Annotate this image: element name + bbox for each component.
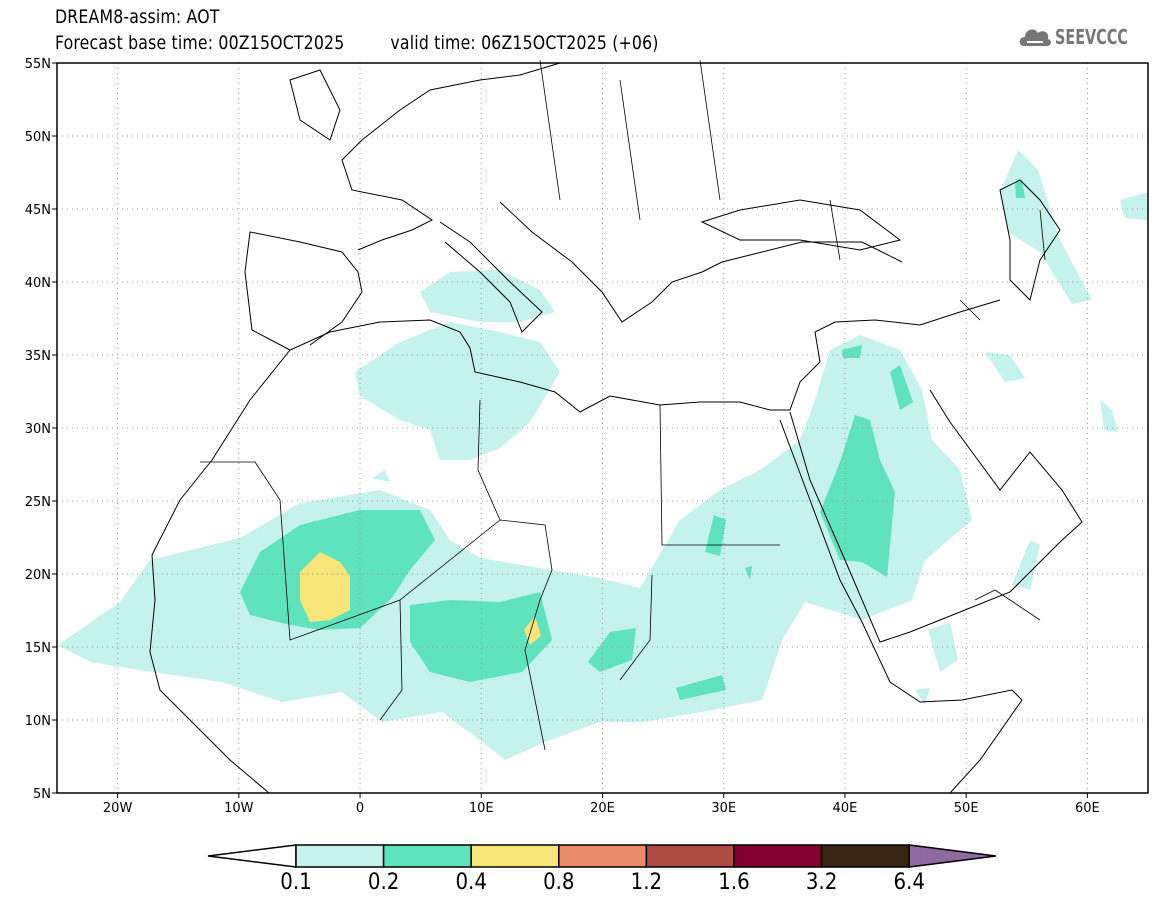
lon-label: 20E <box>590 801 615 816</box>
lon-label: 50E <box>954 801 979 816</box>
lat-label: 25N <box>25 495 51 510</box>
colorbar-level-label: 3.2 <box>805 870 838 895</box>
lon-label: 30E <box>711 801 736 816</box>
lon-label: 60E <box>1075 801 1100 816</box>
colorbar-level-label: 0.8 <box>543 870 575 895</box>
lat-label: 55N <box>25 57 51 72</box>
lat-label: 45N <box>25 203 51 218</box>
colorbar-segment <box>733 844 823 868</box>
colorbar-segment <box>382 844 472 868</box>
lat-lon-grid <box>57 63 1148 793</box>
colorbar-segment <box>645 844 735 868</box>
aot-high-layer <box>300 552 541 645</box>
lon-label: 40E <box>833 801 858 816</box>
colorbar-under-arrow <box>207 844 297 868</box>
colorbar-level-label: 6.4 <box>893 870 925 895</box>
aot-medium-layer <box>240 180 1025 700</box>
lat-label: 15N <box>25 641 51 656</box>
map-title: DREAM8-assim: AOT <box>55 6 220 28</box>
lat-label: 5N <box>33 787 51 802</box>
colorbar-level-label: 0.1 <box>280 870 312 895</box>
colorbar-segment <box>820 844 910 868</box>
lon-label: 0 <box>356 801 364 816</box>
lon-label: 10W <box>224 801 254 816</box>
lon-label: 10E <box>469 801 494 816</box>
lon-label: 20W <box>103 801 133 816</box>
cloud-icon <box>1019 29 1051 46</box>
coastlines <box>149 62 1083 794</box>
base-time: Forecast base time: 00Z15OCT2025 <box>55 32 345 54</box>
colorbar-over-arrow <box>908 844 997 868</box>
country-borders <box>200 59 1046 751</box>
colorbar-segment <box>295 844 385 868</box>
colorbar-segment <box>558 844 648 868</box>
lat-label: 35N <box>25 349 51 364</box>
forecast-times: Forecast base time: 00Z15OCT2025 valid ti… <box>55 32 659 54</box>
lat-label: 10N <box>25 714 51 729</box>
colorbar <box>207 844 997 868</box>
lat-label: 30N <box>25 422 51 437</box>
lat-label: 40N <box>25 276 51 291</box>
colorbar-level-label: 1.6 <box>718 870 750 895</box>
colorbar-segment <box>470 844 560 868</box>
colorbar-level-label: 1.2 <box>630 870 663 895</box>
colorbar-level-label: 0.4 <box>455 870 487 895</box>
seevccc-logo: SEEVCCC <box>1018 24 1146 50</box>
valid-time: valid time: 06Z15OCT2025 (+06) <box>390 32 659 54</box>
logo-text: SEEVCCC <box>1055 25 1128 49</box>
colorbar-level-label: 0.2 <box>367 870 400 895</box>
lat-label: 20N <box>25 568 51 583</box>
lat-label: 50N <box>25 130 51 145</box>
